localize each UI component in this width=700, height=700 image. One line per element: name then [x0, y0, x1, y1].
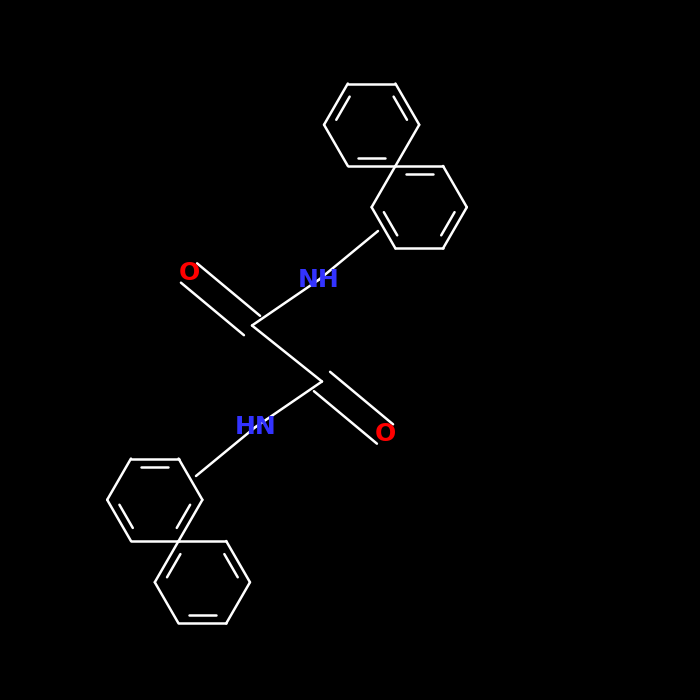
Text: NH: NH — [298, 268, 340, 292]
Text: HN: HN — [234, 415, 276, 439]
Text: O: O — [178, 261, 199, 285]
Text: O: O — [374, 422, 395, 446]
